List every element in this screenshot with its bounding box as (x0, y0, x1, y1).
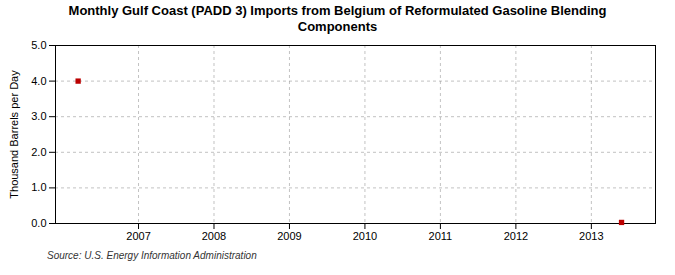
svg-text:2012: 2012 (504, 230, 528, 242)
svg-text:2009: 2009 (277, 230, 301, 242)
svg-text:0.0: 0.0 (31, 217, 46, 229)
svg-text:2010: 2010 (353, 230, 377, 242)
svg-text:2007: 2007 (126, 230, 150, 242)
svg-text:2011: 2011 (429, 230, 453, 242)
svg-text:2.0: 2.0 (31, 146, 46, 158)
svg-text:2008: 2008 (202, 230, 226, 242)
html-text:Monthly Gulf Coast (PADD 3) Im: Monthly Gulf Coast (PADD 3) Imports from… (68, 3, 607, 34)
svg-text:Thousand Barrels per Day: Thousand Barrels per Day (8, 70, 20, 199)
svg-text:5.0: 5.0 (31, 39, 46, 51)
svg-text:2013: 2013 (579, 230, 603, 242)
svg-text:3.0: 3.0 (31, 110, 46, 122)
html-text:Source: U.S. Energy Informatio: Source: U.S. Energy Information Administ… (47, 250, 257, 261)
svg-text:1.0: 1.0 (31, 181, 46, 193)
svg-text:4.0: 4.0 (31, 75, 46, 87)
